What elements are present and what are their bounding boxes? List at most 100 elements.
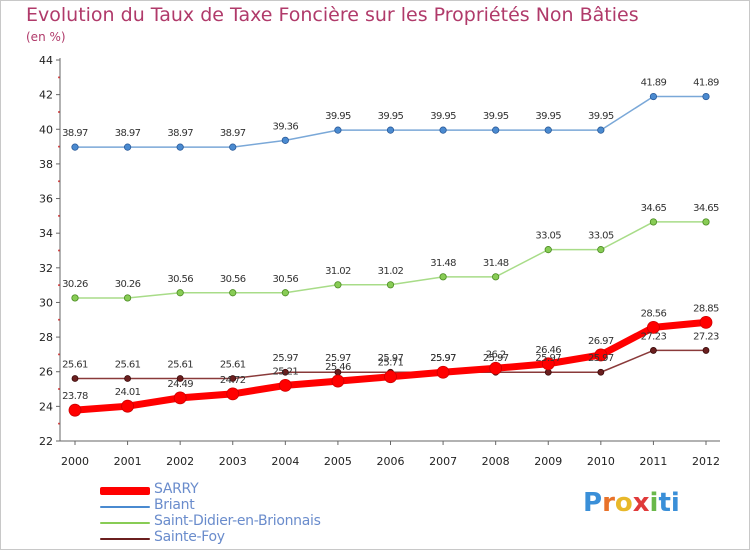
data-point <box>386 126 395 134</box>
data-point <box>544 126 552 134</box>
y-minor-tick <box>58 110 60 113</box>
x-tick-label: 2011 <box>639 455 667 468</box>
data-label: 41.89 <box>693 78 719 89</box>
data-label: 39.95 <box>588 111 614 122</box>
data-point <box>702 347 710 354</box>
data-point <box>597 368 605 376</box>
y-tick-label: 42 <box>39 89 53 102</box>
data-label: 38.97 <box>115 128 141 139</box>
y-minor-tick <box>58 388 60 391</box>
y-minor-tick <box>58 76 60 79</box>
data-point <box>702 92 710 101</box>
data-label: 30.26 <box>62 279 88 290</box>
y-minor-tick <box>58 180 60 183</box>
data-point <box>650 347 657 354</box>
data-point <box>173 391 187 405</box>
data-label: 38.97 <box>167 128 193 139</box>
y-minor-tick <box>58 214 60 217</box>
data-label: 25.97 <box>535 353 561 364</box>
y-minor-tick <box>58 318 60 321</box>
legend-label: Sainte-Foy <box>154 529 225 545</box>
data-point <box>334 281 342 289</box>
data-label: 39.95 <box>430 111 456 122</box>
y-tick-label: 22 <box>39 435 53 448</box>
data-label: 38.97 <box>62 128 88 139</box>
data-label: 31.02 <box>325 266 351 277</box>
legend-label: Saint-Didier-en-Brionnais <box>154 513 321 529</box>
data-label: 25.71 <box>378 358 404 369</box>
x-tick-label: 2000 <box>61 455 89 468</box>
data-point <box>331 374 345 388</box>
data-label: 25.61 <box>115 359 141 370</box>
y-tick-label: 44 <box>39 54 53 67</box>
chart-subtitle: (en %) <box>26 30 66 44</box>
data-label: 25.97 <box>430 353 456 364</box>
x-tick-label: 2005 <box>324 455 352 468</box>
data-label: 25.46 <box>325 362 351 373</box>
data-label: 31.02 <box>378 266 404 277</box>
data-point <box>176 143 184 151</box>
data-label: 25.61 <box>220 359 246 370</box>
data-label: 26.46 <box>535 345 561 356</box>
data-point <box>281 368 289 376</box>
y-tick-label: 24 <box>39 400 53 413</box>
data-label: 41.89 <box>641 78 667 89</box>
data-label: 28.85 <box>693 303 719 314</box>
data-point <box>436 365 450 379</box>
y-minor-tick <box>58 422 60 425</box>
data-point <box>699 315 713 329</box>
data-label: 27.23 <box>641 331 667 342</box>
data-label: 34.65 <box>693 203 719 214</box>
data-label: 30.56 <box>273 274 299 285</box>
data-point <box>439 126 447 134</box>
y-tick-label: 32 <box>39 262 53 275</box>
x-tick-label: 2007 <box>429 455 457 468</box>
data-label: 24.01 <box>115 387 141 398</box>
data-point <box>281 289 289 297</box>
data-label: 25.61 <box>167 359 193 370</box>
data-point <box>71 143 79 151</box>
y-tick-label: 34 <box>39 227 53 240</box>
x-tick-label: 2004 <box>271 455 299 468</box>
data-point <box>647 320 660 334</box>
y-tick-label: 36 <box>39 193 53 206</box>
x-tick-label: 2012 <box>692 455 720 468</box>
data-point <box>386 281 395 289</box>
data-label: 30.26 <box>115 279 141 290</box>
legend-swatch <box>100 506 150 508</box>
x-tick-label: 2001 <box>114 455 142 468</box>
data-label: 25.97 <box>273 353 299 364</box>
legend-swatch <box>100 538 150 540</box>
data-label: 28.56 <box>641 308 667 319</box>
data-point <box>541 357 555 371</box>
data-point <box>71 294 79 302</box>
data-point <box>702 218 710 226</box>
legend-label: Briant <box>154 497 195 513</box>
x-tick-label: 2002 <box>166 455 194 468</box>
data-point <box>123 143 132 151</box>
data-point <box>649 218 658 226</box>
data-label: 30.56 <box>167 274 193 285</box>
data-label: 39.95 <box>483 111 509 122</box>
data-label: 39.95 <box>378 111 404 122</box>
data-point <box>597 126 605 134</box>
data-label: 25.61 <box>62 359 88 370</box>
data-point <box>121 399 134 413</box>
data-label: 38.97 <box>220 128 246 139</box>
data-label: 39.95 <box>325 111 351 122</box>
data-point <box>71 375 79 382</box>
data-label: 39.36 <box>273 121 299 132</box>
data-label: 39.95 <box>535 111 561 122</box>
y-minor-tick <box>58 353 60 356</box>
data-label: 25.97 <box>378 353 404 364</box>
data-label: 31.48 <box>430 258 456 269</box>
data-point <box>278 379 292 392</box>
data-label: 33.05 <box>535 231 561 242</box>
data-label: 34.65 <box>641 203 667 214</box>
data-point <box>176 375 184 382</box>
y-tick-label: 28 <box>39 331 53 344</box>
data-label: 27.23 <box>693 331 719 342</box>
legend-swatch <box>100 487 150 495</box>
